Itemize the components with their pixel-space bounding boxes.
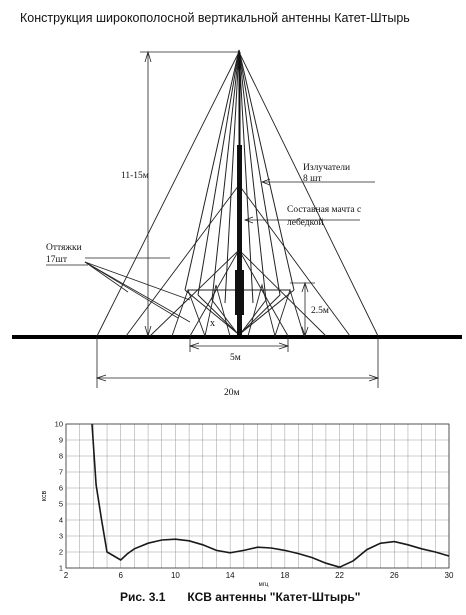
chart-frame <box>65 423 450 569</box>
x-tick-label: 10 <box>171 571 180 580</box>
height-label: 11-15м <box>121 171 149 181</box>
x-tick-label: 30 <box>445 571 454 580</box>
outer-width-dimension <box>95 337 380 388</box>
inner-width-label: 5м <box>230 353 241 363</box>
composite-mast <box>237 145 242 335</box>
y-tick-label: 6 <box>59 484 63 493</box>
guys-label-line2: 17шт <box>46 255 68 265</box>
outer-width-label: 20м <box>224 388 240 398</box>
x-tick-label: 2 <box>64 571 69 580</box>
y-tick-label: 10 <box>55 420 63 429</box>
y-tick-label: 4 <box>59 516 63 525</box>
y-tick-label: 5 <box>59 500 63 509</box>
x-tick-label: 26 <box>390 571 399 580</box>
y-axis-label: ксв <box>41 491 48 502</box>
mast-label-line2: лебедкой <box>287 217 324 228</box>
x-tick-label: 18 <box>280 571 289 580</box>
figure-number: Рис. 3.1 <box>120 590 166 604</box>
inner-width-dimension <box>188 337 290 352</box>
mast-winch <box>235 270 244 315</box>
radiators-label-line2: 8 шт <box>303 174 322 184</box>
x-tick-labels: 2 6 10 14 18 22 26 30 <box>64 571 454 580</box>
x-tick-label: 14 <box>226 571 235 580</box>
mast-label-line1: Составная мачта с <box>287 205 361 215</box>
y-tick-label: 1 <box>59 564 63 573</box>
y-tick-label: 8 <box>59 452 63 461</box>
figure-caption-text: КСВ антенны "Катет-Штырь" <box>187 590 361 604</box>
y-tick-labels: 1 2 3 4 5 6 7 8 9 10 <box>55 420 63 573</box>
y-tick-label: 2 <box>59 548 63 557</box>
height-dimension <box>140 50 238 338</box>
radiators-label-line1: Излучатели <box>303 163 350 173</box>
x-tick-label: 22 <box>335 571 344 580</box>
y-tick-label: 7 <box>59 468 63 477</box>
base-height-label: 2.5м <box>311 306 329 316</box>
y-tick-label: 9 <box>59 436 63 445</box>
figure-caption: Рис. 3.1 КСВ антенны "Катет-Штырь" <box>120 590 420 604</box>
guys-label-line1: Оттяжки <box>46 243 82 253</box>
x-axis-label: мгц <box>259 582 269 587</box>
guys-pointer-lines <box>46 257 191 323</box>
swr-series-line <box>91 423 450 569</box>
y-tick-label: 3 <box>59 532 63 541</box>
base-height-dimension <box>290 281 315 338</box>
x-tick-label: 6 <box>118 571 123 580</box>
center-mark: x <box>210 318 215 329</box>
outer-guy-wires <box>96 51 379 337</box>
page-title: Конструкция широкополосной вертикальной … <box>20 11 410 25</box>
antenna-diagram: 11-15м Излучатели 8 шт Составная мачта с… <box>12 49 462 398</box>
